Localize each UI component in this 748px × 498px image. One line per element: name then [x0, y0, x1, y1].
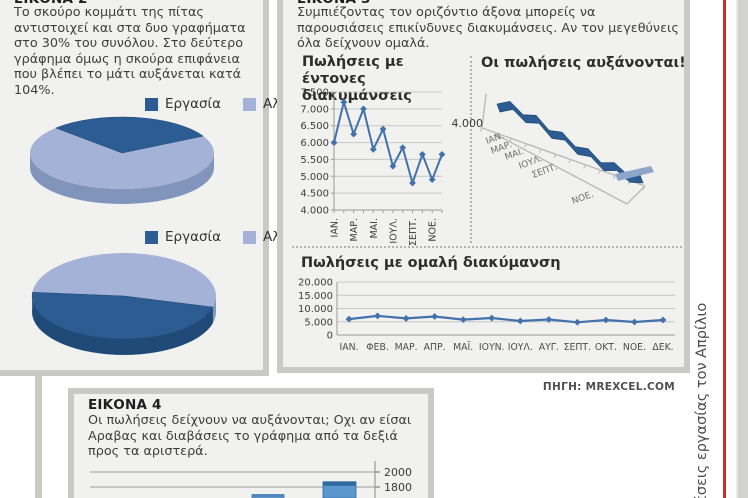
- truncated-bar-chart: 2000 1800: [90, 461, 412, 498]
- svg-text:1800: 1800: [384, 481, 412, 494]
- svg-text:10.000: 10.000: [298, 304, 333, 315]
- svg-text:4.000: 4.000: [300, 206, 329, 217]
- svg-text:15.000: 15.000: [298, 291, 333, 302]
- figure3-title: ΕΙΚΟΝΑ 3: [297, 0, 371, 7]
- svg-text:6.500: 6.500: [300, 121, 329, 132]
- figure2-body: Το σκούρο κομμάτι της πίτας αντιστοιχεί …: [14, 5, 246, 98]
- source-label: ΠΗΓΗ: MREXCEL.COM: [542, 381, 675, 393]
- svg-text:ΙΑΝ.: ΙΑΝ.: [339, 342, 358, 353]
- svg-text:5.000: 5.000: [304, 317, 333, 328]
- svg-text:ΣΕΠΤ.: ΣΕΠΤ.: [564, 342, 591, 353]
- legend-swatch-dark: [145, 97, 158, 111]
- svg-text:ΝΟΕ.: ΝΟΕ.: [428, 218, 439, 242]
- svg-text:ΙΟΥΛ.: ΙΟΥΛ.: [508, 342, 533, 353]
- adjacent-panel-edge: [736, 0, 748, 498]
- svg-text:ΦΕΒ.: ΦΕΒ.: [366, 342, 389, 353]
- legend-label-work: Εργασία: [165, 229, 222, 245]
- svg-text:ΙΟΥΝ.: ΙΟΥΝ.: [479, 342, 505, 353]
- svg-text:2000: 2000: [384, 466, 412, 479]
- figure4-title: ΕΙΚΟΝΑ 4: [88, 397, 162, 413]
- figure4-body: Οι πωλήσεις δείχνουν να αυξάνονται; Οχι …: [88, 413, 412, 460]
- legend-label-work: Εργασία: [165, 96, 222, 112]
- pie-top-legend: Εργασία Αλλο: [145, 96, 297, 112]
- volatile-line-chart: 7.500 7.000 6.500 6.000 5.500 5.000 4.500 4.000…: [300, 88, 446, 246]
- figure4-panel: [68, 388, 434, 498]
- svg-text:4.000: 4.000: [452, 117, 484, 130]
- figure2-title: ΕΙΚΟΝΑ 2: [14, 0, 88, 7]
- volatile-chart-title: Πωλήσεις με έντονες διακυμάνσεις: [302, 54, 412, 104]
- svg-text:20.000: 20.000: [298, 278, 333, 289]
- svg-text:5.000: 5.000: [300, 172, 329, 183]
- svg-text:ΜΑΪ.: ΜΑΪ.: [453, 342, 473, 353]
- smooth-line-chart: 20.000 15.000 10.000 5.000 0 ΙΑΝ. ΦΕΒ. ΜΑΡ. ΑΠΡ.…: [298, 278, 675, 353]
- figure3-body: Συμπιέζοντας τον οριζόντιο άξονα μπορείς…: [297, 5, 679, 52]
- smooth-chart-title: Πωλήσεις με ομαλή διακύμανση: [301, 255, 561, 271]
- svg-text:5.500: 5.500: [300, 155, 329, 166]
- svg-text:ΝΟΕ.: ΝΟΕ.: [571, 190, 595, 207]
- ribbon-chart-title: Οι πωλήσεις αυξάνονται!: [481, 55, 686, 71]
- svg-text:ΣΕΠΤ.: ΣΕΠΤ.: [408, 218, 419, 246]
- flow-connector-line: [35, 374, 42, 498]
- legend-swatch-light: [243, 230, 257, 244]
- svg-text:4.500: 4.500: [300, 189, 329, 200]
- vertical-dotted-divider: [470, 56, 472, 243]
- legend-swatch-dark: [145, 230, 158, 244]
- svg-text:0: 0: [327, 331, 333, 342]
- svg-text:7.500: 7.500: [300, 88, 329, 99]
- svg-text:ΔΕΚ.: ΔΕΚ.: [652, 342, 673, 353]
- pie-bottom-legend: Εργασία Αλλο: [145, 229, 297, 245]
- vertical-margin-note: έσεις εργασίας τον Απρίλιο: [694, 302, 710, 498]
- svg-text:ΟΚΤ.: ΟΚΤ.: [595, 342, 617, 353]
- red-vertical-rule: [723, 0, 726, 498]
- svg-text:6.000: 6.000: [300, 138, 329, 149]
- pie-chart-back-slice: [30, 116, 214, 204]
- svg-text:ΑΥΓ.: ΑΥΓ.: [539, 342, 559, 353]
- horizontal-dotted-divider: [292, 246, 682, 248]
- svg-text:ΑΠΡ.: ΑΠΡ.: [424, 342, 446, 353]
- figure3-panel: [277, 0, 690, 373]
- svg-text:ΜΑΡ.: ΜΑΡ.: [395, 342, 418, 353]
- svg-text:ΜΑΡ.: ΜΑΡ.: [349, 218, 360, 241]
- svg-text:ΝΟΕ.: ΝΟΕ.: [623, 342, 646, 353]
- svg-text:7.000: 7.000: [300, 104, 329, 115]
- legend-swatch-light: [243, 97, 257, 111]
- pie-chart-front-slice: [31, 253, 216, 355]
- svg-text:ΙΑΝ.: ΙΑΝ.: [330, 218, 341, 237]
- svg-text:ΜΑΙ.: ΜΑΙ.: [369, 218, 380, 239]
- svg-text:ΙΟΥΛ.: ΙΟΥΛ.: [388, 218, 399, 244]
